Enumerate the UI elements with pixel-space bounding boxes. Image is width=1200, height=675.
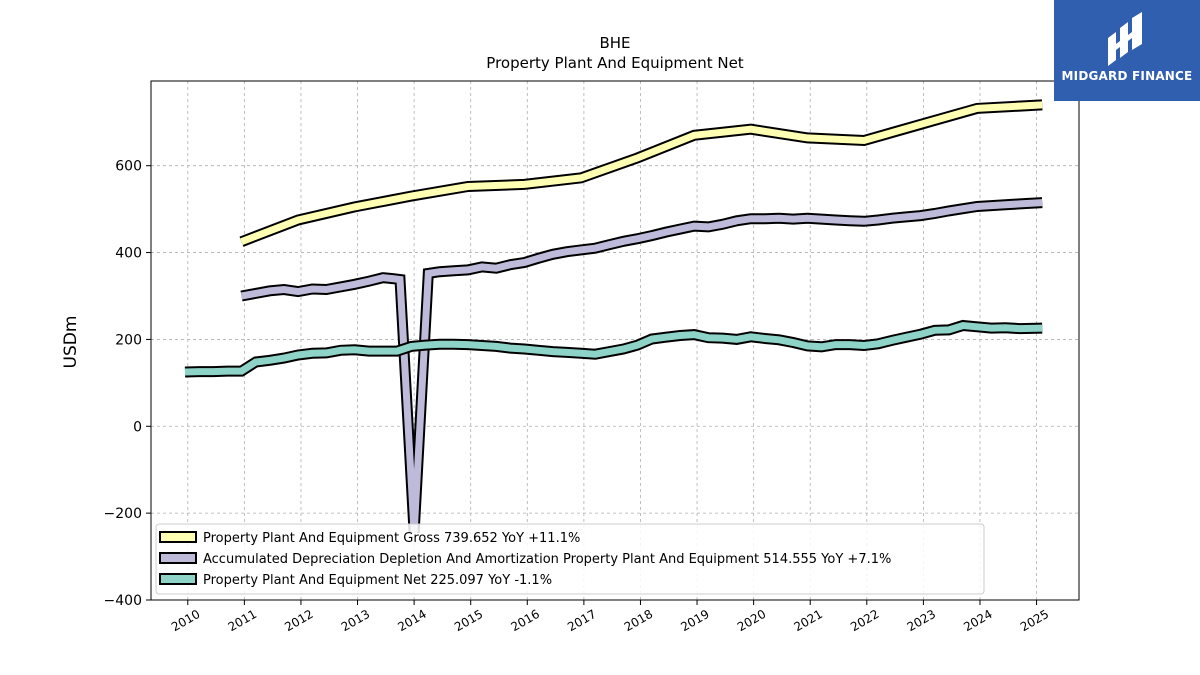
x-tick-label: 2018 bbox=[622, 607, 655, 634]
plot-frame bbox=[150, 80, 1080, 601]
y-tick-label: −200 bbox=[104, 506, 142, 522]
x-tick-label: 2021 bbox=[791, 607, 824, 634]
brand-name: MIDGARD FINANCE bbox=[1061, 69, 1193, 83]
midgard-logo-icon bbox=[1108, 12, 1142, 66]
series-lines bbox=[184, 99, 1043, 534]
chart-title: BHE bbox=[599, 34, 630, 52]
legend-swatch bbox=[159, 573, 197, 585]
x-tick-label: 2010 bbox=[169, 607, 202, 634]
x-tick-label: 2017 bbox=[565, 607, 598, 634]
x-tick-label: 2013 bbox=[339, 607, 372, 634]
x-tick-label: 2020 bbox=[735, 607, 768, 634]
x-tick-label: 2015 bbox=[452, 607, 485, 634]
series-line bbox=[240, 199, 1043, 533]
y-tick-label: −400 bbox=[104, 593, 142, 609]
series-1 bbox=[239, 99, 1043, 247]
axes: 2010 2011 2012 2013 2014 2015 2016 2017 2018 2019… bbox=[104, 159, 1052, 635]
x-tick-label: 2023 bbox=[905, 607, 938, 634]
x-tick-label: 2024 bbox=[961, 607, 994, 634]
x-tick-label: 2014 bbox=[395, 607, 428, 634]
chart-subtitle: Property Plant And Equipment Net bbox=[486, 54, 743, 72]
legend-label: Property Plant And Equipment Net 225.097… bbox=[203, 573, 552, 588]
series-line bbox=[240, 101, 1043, 245]
legend-swatch bbox=[159, 552, 197, 564]
y-tick-label: 400 bbox=[115, 246, 142, 262]
y-tick-label: 0 bbox=[133, 419, 142, 435]
x-tick-label: 2025 bbox=[1018, 607, 1051, 634]
brand-logo: MIDGARD FINANCE bbox=[1054, 0, 1200, 101]
series-2 bbox=[240, 197, 1043, 534]
grid bbox=[151, 81, 1079, 601]
legend-label: Accumulated Depreciation Depletion And A… bbox=[203, 552, 891, 567]
x-tick-label: 2011 bbox=[226, 607, 259, 634]
series-line-outline bbox=[240, 197, 1043, 534]
y-tick-label: 200 bbox=[115, 332, 142, 348]
series-3 bbox=[184, 319, 1043, 378]
x-tick-label: 2022 bbox=[848, 607, 881, 634]
y-tick-label: 600 bbox=[115, 159, 142, 175]
series-line bbox=[184, 321, 1043, 376]
legend-swatch bbox=[159, 531, 197, 543]
x-tick-label: 2012 bbox=[282, 607, 315, 634]
x-tick-label: 2016 bbox=[509, 607, 542, 634]
legend-label: Property Plant And Equipment Gross 739.6… bbox=[203, 531, 580, 546]
legend-box bbox=[155, 523, 985, 595]
x-tick-label: 2019 bbox=[678, 607, 711, 634]
y-axis-label: USDm bbox=[61, 316, 81, 369]
legend: Property Plant And Equipment Gross 739.6… bbox=[155, 523, 985, 595]
